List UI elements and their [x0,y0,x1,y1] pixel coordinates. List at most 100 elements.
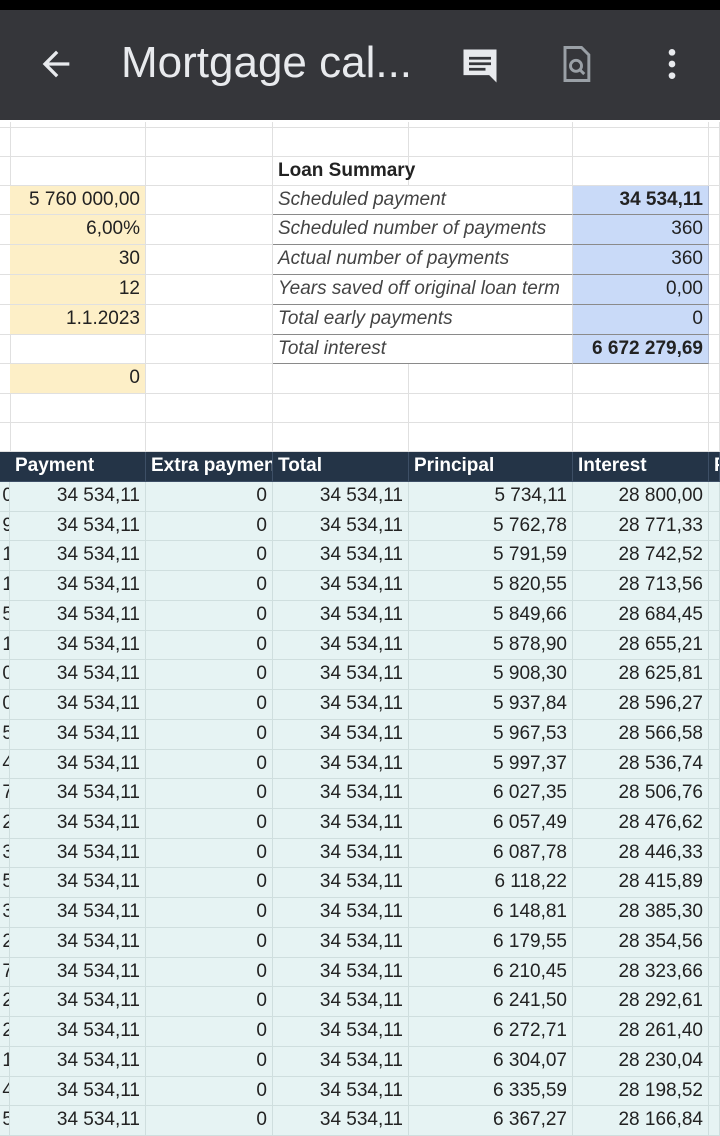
schedule-cell[interactable]: 34 534,11 [10,690,146,720]
schedule-cell[interactable]: 0 [146,838,273,869]
row-edge-cell[interactable]: 5 [0,868,10,899]
schedule-cell[interactable] [709,541,720,572]
cell[interactable] [273,122,409,128]
schedule-cell[interactable]: 34 534,11 [273,630,409,661]
header-cell[interactable]: Payment [10,452,146,482]
cell[interactable] [146,335,273,364]
schedule-cell[interactable]: 6 118,22 [409,868,573,899]
summary-title[interactable]: Loan Summary [273,157,573,186]
cell[interactable] [273,423,409,452]
row-edge-cell[interactable]: 2 [0,1017,10,1047]
cell[interactable] [573,157,709,186]
schedule-cell[interactable]: 34 534,11 [273,600,409,631]
row-edge-cell[interactable]: 7 [0,957,10,988]
schedule-cell[interactable]: 34 534,11 [273,838,409,869]
schedule-cell[interactable]: 34 534,11 [10,749,146,780]
summary-label[interactable]: Total interest [273,335,573,364]
schedule-cell[interactable]: 34 534,11 [273,957,409,988]
schedule-cell[interactable]: 28 323,66 [573,957,709,988]
back-button[interactable] [36,44,76,84]
schedule-cell[interactable]: 0 [146,868,273,899]
schedule-cell[interactable]: 28 166,84 [573,1106,709,1136]
schedule-cell[interactable]: 6 241,50 [409,987,573,1018]
schedule-cell[interactable]: 34 534,11 [273,482,409,512]
row-edge-cell[interactable]: 0 [0,690,10,720]
header-cell[interactable]: Extra paymen [146,452,273,482]
cell[interactable] [146,245,273,275]
schedule-cell[interactable]: 6 367,27 [409,1106,573,1136]
schedule-cell[interactable]: 28 536,74 [573,749,709,780]
schedule-cell[interactable]: 0 [146,482,273,512]
schedule-cell[interactable]: 34 534,11 [10,1017,146,1047]
schedule-cell[interactable]: 5 791,59 [409,541,573,572]
cell[interactable] [709,215,720,245]
schedule-cell[interactable]: 34 534,11 [10,957,146,988]
schedule-cell[interactable]: 28 354,56 [573,927,709,958]
schedule-cell[interactable]: 6 210,45 [409,957,573,988]
schedule-cell[interactable] [709,1076,720,1107]
schedule-cell[interactable]: 0 [146,987,273,1018]
row-edge-cell[interactable]: 1 [0,541,10,572]
cell[interactable] [10,157,146,186]
schedule-cell[interactable]: 28 742,52 [573,541,709,572]
schedule-cell[interactable]: 34 534,11 [10,809,146,839]
schedule-cell[interactable]: 28 625,81 [573,660,709,691]
schedule-cell[interactable] [709,898,720,928]
schedule-cell[interactable] [709,660,720,691]
schedule-cell[interactable]: 34 534,11 [273,809,409,839]
row-edge-cell[interactable]: 5 [0,1106,10,1136]
schedule-cell[interactable]: 28 713,56 [573,571,709,601]
row-edge-cell[interactable]: 1 [0,630,10,661]
schedule-cell[interactable]: 34 534,11 [10,630,146,661]
cell[interactable] [409,394,573,423]
row-edge-cell[interactable]: 3 [0,838,10,869]
schedule-cell[interactable]: 34 534,11 [10,1106,146,1136]
schedule-cell[interactable]: 6 087,78 [409,838,573,869]
header-cell[interactable]: Total [273,452,409,482]
header-cell[interactable]: Principal [409,452,573,482]
cell[interactable] [709,394,720,423]
schedule-cell[interactable]: 34 534,11 [273,898,409,928]
cell[interactable] [0,335,11,364]
schedule-cell[interactable]: 5 820,55 [409,571,573,601]
schedule-cell[interactable]: 34 534,11 [273,927,409,958]
cell[interactable] [0,122,11,128]
schedule-cell[interactable]: 0 [146,600,273,631]
cell[interactable] [0,157,11,186]
schedule-cell[interactable]: 28 506,76 [573,779,709,809]
summary-label[interactable]: Total early payments [273,305,573,335]
schedule-cell[interactable]: 28 230,04 [573,1046,709,1077]
schedule-cell[interactable]: 0 [146,809,273,839]
cell[interactable] [709,186,720,215]
row-edge-cell[interactable]: 1 [0,1046,10,1077]
schedule-cell[interactable]: 0 [146,511,273,542]
summary-label[interactable]: Actual number of payments [273,245,573,275]
summary-value[interactable]: 360 [573,215,709,245]
input-cell[interactable]: 0 [10,364,146,394]
cell[interactable] [146,128,273,157]
schedule-cell[interactable]: 34 534,11 [273,779,409,809]
input-cell[interactable]: 12 [10,275,146,305]
input-cell[interactable]: 5 760 000,00 [10,186,146,215]
cell[interactable] [709,364,720,394]
schedule-cell[interactable]: 0 [146,541,273,572]
schedule-cell[interactable]: 34 534,11 [10,571,146,601]
cell[interactable] [573,128,709,157]
schedule-cell[interactable]: 34 534,11 [273,719,409,750]
row-edge-cell[interactable]: 1 [0,571,10,601]
row-edge-cell[interactable]: 2 [0,809,10,839]
schedule-cell[interactable]: 34 534,11 [273,541,409,572]
schedule-cell[interactable]: 34 534,11 [10,541,146,572]
schedule-cell[interactable]: 6 148,81 [409,898,573,928]
schedule-cell[interactable] [709,809,720,839]
row-edge-cell[interactable]: 0 [0,660,10,691]
schedule-cell[interactable]: 34 534,11 [10,600,146,631]
schedule-cell[interactable]: 28 415,89 [573,868,709,899]
schedule-cell[interactable]: 34 534,11 [10,779,146,809]
schedule-cell[interactable]: 34 534,11 [10,898,146,928]
cell[interactable] [10,122,146,128]
row-edge-cell[interactable]: 7 [0,779,10,809]
cell[interactable] [146,122,273,128]
schedule-cell[interactable]: 0 [146,1106,273,1136]
schedule-cell[interactable] [709,1017,720,1047]
